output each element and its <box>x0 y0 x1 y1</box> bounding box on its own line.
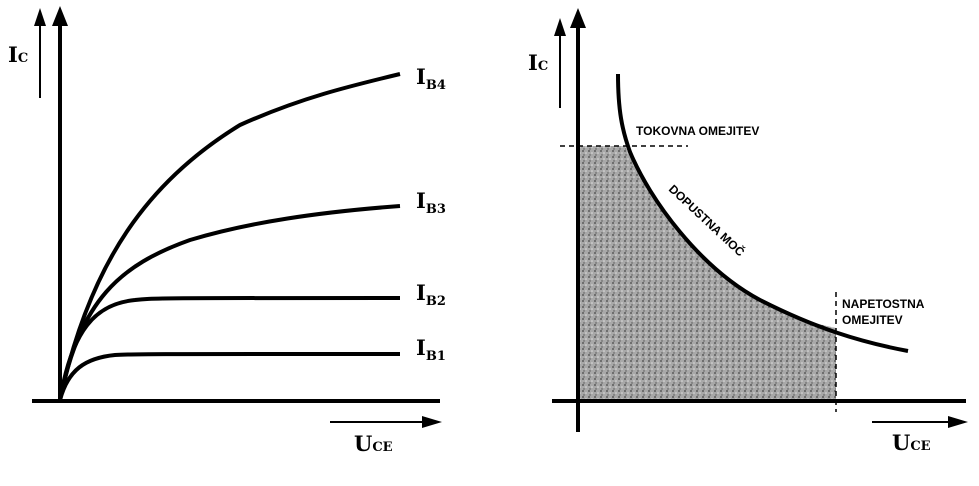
right-y-axis-arrowhead <box>570 8 586 28</box>
left-y-axis-arrowhead <box>52 6 68 26</box>
safe-operating-area <box>578 146 836 401</box>
power-limit-curve <box>616 73 909 353</box>
right-ic-arrowhead <box>554 18 566 36</box>
left-x-axis-label: UCE <box>354 431 393 456</box>
curve-ib1 <box>58 352 401 401</box>
voltage-limit-label-line1: NAPETOSTNA <box>842 297 925 311</box>
left-uce-arrowhead <box>422 416 442 428</box>
right-diagram: IC UCE TOKOVNA OMEJITEV DOPUSTNA MOČ NAP… <box>528 8 968 455</box>
voltage-limit-label-line2: OMEJITEV <box>842 313 903 327</box>
right-y-axis-label: IC <box>528 50 548 75</box>
left-diagram: IC UCE IB4 IB3 IB2 IB1 <box>8 6 446 456</box>
right-x-axis-label: UCE <box>892 430 931 455</box>
curve-label-ib4: IB4 <box>416 64 446 93</box>
left-y-axis-label: IC <box>8 42 28 67</box>
curve-ib4 <box>58 72 401 401</box>
curve-label-ib1: IB1 <box>416 335 446 364</box>
voltage-limit-label: NAPETOSTNA OMEJITEV <box>842 297 927 327</box>
current-limit-label: TOKOVNA OMEJITEV <box>636 124 759 138</box>
left-ic-arrowhead <box>34 8 46 26</box>
right-uce-arrowhead <box>948 416 968 428</box>
curve-ib3 <box>58 204 401 401</box>
curve-label-ib3: IB3 <box>416 188 446 217</box>
curve-label-ib2: IB2 <box>416 280 446 309</box>
curve-ib2 <box>58 296 401 401</box>
